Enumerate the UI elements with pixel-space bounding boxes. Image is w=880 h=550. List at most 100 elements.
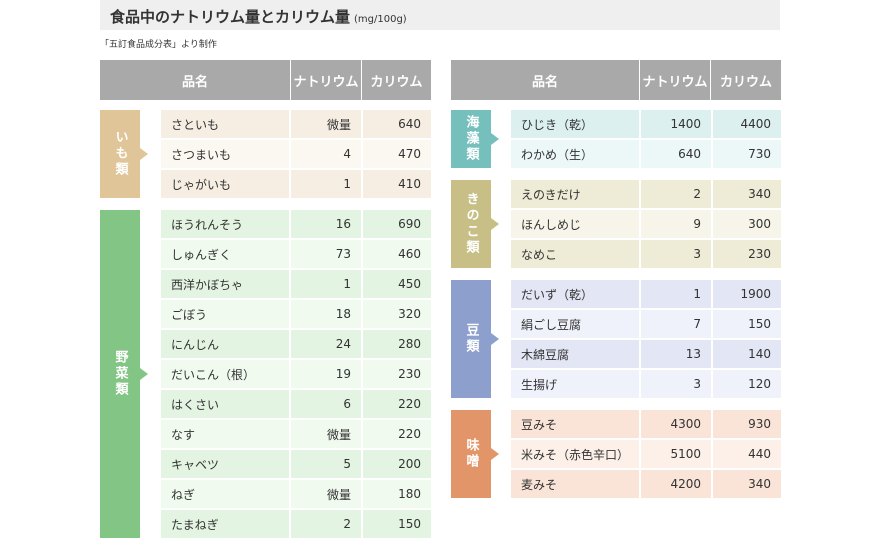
right-header-potassium: カリウム	[711, 60, 781, 100]
category-label: きのこ類	[463, 192, 479, 256]
cell-potassium: 150	[363, 510, 431, 538]
category-arrow-icon	[491, 133, 499, 145]
cell-name: わかめ（生）	[511, 140, 639, 168]
cell-name: だいず（乾）	[511, 280, 639, 308]
category-imo: いも類	[100, 110, 140, 198]
cell-name: 木綿豆腐	[511, 340, 639, 368]
cell-name: ひじき（乾）	[511, 110, 639, 138]
category-label: 豆類	[463, 323, 479, 355]
cell-potassium: 220	[363, 390, 431, 418]
page-title: 食品中のナトリウム量とカリウム量 (mg/100g)	[110, 6, 407, 27]
cell-name: キャベツ	[161, 450, 289, 478]
cell-sodium: 4200	[641, 470, 711, 498]
cell-sodium: 18	[291, 300, 361, 328]
cell-name: ねぎ	[161, 480, 289, 508]
cell-name: 豆みそ	[511, 410, 639, 438]
cell-name: 米みそ（赤色辛口）	[511, 440, 639, 468]
left-header-potassium: カリウム	[362, 60, 431, 100]
cell-name: じゃがいも	[161, 170, 289, 198]
cell-potassium: 140	[713, 340, 781, 368]
cell-name: なめこ	[511, 240, 639, 268]
cell-name: 西洋かぼちゃ	[161, 270, 289, 298]
cell-name: 絹ごし豆腐	[511, 310, 639, 338]
cell-sodium: 13	[641, 340, 711, 368]
left-header-sodium: ナトリウム	[291, 60, 361, 100]
cell-potassium: 200	[363, 450, 431, 478]
cell-sodium: 微量	[291, 420, 361, 448]
cell-potassium: 730	[713, 140, 781, 168]
cell-name: ごぼう	[161, 300, 289, 328]
cell-sodium: 16	[291, 210, 361, 238]
right-header-name: 品名	[451, 60, 639, 100]
cell-potassium: 150	[713, 310, 781, 338]
category-kaisou: 海藻類	[451, 110, 491, 168]
cell-name: ほんしめじ	[511, 210, 639, 238]
cell-name: にんじん	[161, 330, 289, 358]
cell-sodium: 24	[291, 330, 361, 358]
cell-sodium: 640	[641, 140, 711, 168]
cell-name: 生揚げ	[511, 370, 639, 398]
category-arrow-icon	[140, 368, 148, 380]
cell-sodium: 73	[291, 240, 361, 268]
cell-sodium: 4	[291, 140, 361, 168]
category-kinoko: きのこ類	[451, 180, 491, 268]
category-arrow-icon	[491, 448, 499, 460]
cell-sodium: 6	[291, 390, 361, 418]
cell-potassium: 440	[713, 440, 781, 468]
cell-name: さといも	[161, 110, 289, 138]
cell-name: だいこん（根）	[161, 360, 289, 388]
cell-sodium: 2	[641, 180, 711, 208]
cell-sodium: 19	[291, 360, 361, 388]
category-miso: 味噌	[451, 410, 491, 498]
cell-potassium: 1900	[713, 280, 781, 308]
cell-potassium: 640	[363, 110, 431, 138]
title-bar: 食品中のナトリウム量とカリウム量 (mg/100g)	[100, 0, 780, 30]
cell-sodium: 7	[641, 310, 711, 338]
cell-sodium: 3	[641, 240, 711, 268]
cell-name: 麦みそ	[511, 470, 639, 498]
category-label: 海藻類	[463, 115, 479, 163]
cell-sodium: 微量	[291, 110, 361, 138]
cell-name: たまねぎ	[161, 510, 289, 538]
cell-potassium: 220	[363, 420, 431, 448]
cell-potassium: 120	[713, 370, 781, 398]
cell-sodium: 2	[291, 510, 361, 538]
cell-potassium: 180	[363, 480, 431, 508]
cell-name: しゅんぎく	[161, 240, 289, 268]
cell-sodium: 5100	[641, 440, 711, 468]
cell-potassium: 300	[713, 210, 781, 238]
cell-potassium: 930	[713, 410, 781, 438]
category-label: いも類	[112, 130, 128, 178]
cell-potassium: 320	[363, 300, 431, 328]
cell-sodium: 3	[641, 370, 711, 398]
right-header-sodium: ナトリウム	[640, 60, 710, 100]
cell-potassium: 690	[363, 210, 431, 238]
cell-potassium: 230	[713, 240, 781, 268]
cell-sodium: 1	[641, 280, 711, 308]
cell-potassium: 340	[713, 180, 781, 208]
category-label: 味噌	[463, 438, 479, 470]
cell-potassium: 4400	[713, 110, 781, 138]
cell-sodium: 1	[291, 270, 361, 298]
category-arrow-icon	[140, 148, 148, 160]
cell-potassium: 340	[713, 470, 781, 498]
title-unit: (mg/100g)	[354, 14, 407, 25]
cell-potassium: 450	[363, 270, 431, 298]
cell-sodium: 9	[641, 210, 711, 238]
cell-name: えのきだけ	[511, 180, 639, 208]
cell-potassium: 280	[363, 330, 431, 358]
cell-name: ほうれんそう	[161, 210, 289, 238]
title-text: 食品中のナトリウム量とカリウム量	[110, 8, 351, 26]
cell-name: はくさい	[161, 390, 289, 418]
cell-name: なす	[161, 420, 289, 448]
category-mame: 豆類	[451, 280, 491, 398]
cell-potassium: 460	[363, 240, 431, 268]
cell-sodium: 1400	[641, 110, 711, 138]
cell-potassium: 410	[363, 170, 431, 198]
category-yasai: 野菜類	[100, 210, 140, 538]
source-note: 「五訂食品成分表」より制作	[100, 40, 217, 50]
cell-sodium: 1	[291, 170, 361, 198]
cell-sodium: 4300	[641, 410, 711, 438]
category-label: 野菜類	[112, 350, 128, 398]
left-header-name: 品名	[100, 60, 290, 100]
